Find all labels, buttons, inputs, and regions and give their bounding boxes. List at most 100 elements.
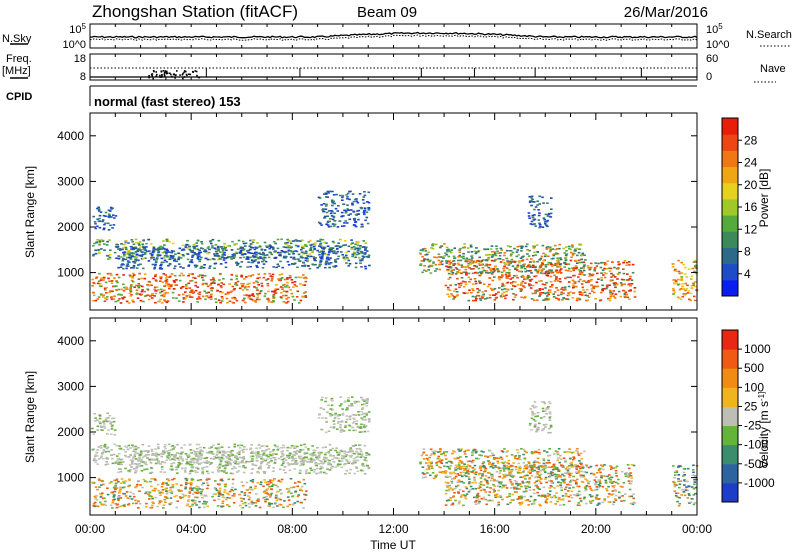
scatter-cell <box>133 267 136 269</box>
scatter-cell <box>526 243 529 245</box>
scatter-cell <box>209 265 212 267</box>
scatter-cell <box>304 453 307 455</box>
scatter-cell <box>301 247 304 249</box>
scatter-cell <box>694 300 697 302</box>
scatter-cell <box>602 274 605 276</box>
scatter-cell <box>358 448 361 450</box>
scatter-cell <box>467 251 470 253</box>
scatter-cell <box>298 277 301 279</box>
scatter-cell <box>587 267 590 269</box>
scatter-cell <box>246 489 249 491</box>
scatter-cell <box>259 465 262 467</box>
scatter-cell <box>354 445 357 447</box>
scatter-cell <box>519 459 522 461</box>
scatter-cell <box>495 255 498 257</box>
scatter-cell <box>595 286 598 288</box>
scatter-cell <box>546 221 549 223</box>
scatter-cell <box>453 247 456 249</box>
scatter-cell <box>490 254 493 256</box>
scatter-cell <box>517 265 520 267</box>
scatter-cell <box>468 281 471 283</box>
scatter-cell <box>210 294 213 296</box>
scatter-cell <box>460 282 463 284</box>
scatter-cell <box>238 466 241 468</box>
scatter-cell <box>196 490 199 492</box>
scatter-cell <box>459 251 462 253</box>
scatter-cell <box>98 218 101 220</box>
scatter-cell <box>576 248 579 250</box>
scatter-cell <box>550 272 553 274</box>
scatter-cell <box>596 265 599 267</box>
scatter-cell <box>294 502 297 504</box>
scatter-cell <box>231 297 234 299</box>
scatter-cell <box>196 265 199 267</box>
scatter-cell <box>104 444 107 446</box>
scatter-cell <box>187 457 190 459</box>
scatter-cell <box>150 243 153 245</box>
power-colorbar-tick-label: 8 <box>744 245 751 259</box>
scatter-cell <box>113 295 116 297</box>
scatter-cell <box>110 454 113 456</box>
scatter-cell <box>135 486 138 488</box>
scatter-cell <box>326 257 329 259</box>
scatter-cell <box>604 262 607 264</box>
scatter-cell <box>534 219 537 221</box>
scatter-cell <box>261 249 264 251</box>
scatter-cell <box>355 263 358 265</box>
scatter-cell <box>684 290 687 292</box>
scatter-cell <box>119 487 122 489</box>
scatter-cell <box>299 489 302 491</box>
scatter-cell <box>339 426 342 428</box>
scatter-cell <box>353 246 356 248</box>
scatter-cell <box>508 272 511 274</box>
scatter-cell <box>463 292 466 294</box>
scatter-cell <box>154 459 157 461</box>
scatter-cell <box>113 499 116 501</box>
scatter-cell <box>336 248 339 250</box>
scatter-cell <box>532 266 535 268</box>
scatter-cell <box>142 246 145 248</box>
scatter-cell <box>222 278 225 280</box>
scatter-cell <box>606 268 609 270</box>
scatter-cell <box>270 488 273 490</box>
scatter-cell <box>199 452 202 454</box>
scatter-cell <box>520 297 523 299</box>
nave-dip <box>176 70 178 72</box>
scatter-cell <box>680 278 683 280</box>
scatter-cell <box>499 472 502 474</box>
scatter-cell <box>129 295 132 297</box>
scatter-cell <box>364 249 367 251</box>
scatter-cell <box>128 250 131 252</box>
scatter-cell <box>359 262 362 264</box>
scatter-cell <box>196 497 199 499</box>
scatter-cell <box>180 257 183 259</box>
scatter-cell <box>196 444 199 446</box>
scatter-cell <box>330 415 333 417</box>
scatter-cell <box>501 276 504 278</box>
scatter-cell <box>243 243 246 245</box>
scatter-cell <box>510 253 513 255</box>
scatter-cell <box>366 402 369 404</box>
scatter-cell <box>489 297 492 299</box>
scatter-cell <box>557 453 560 455</box>
scatter-cell <box>123 482 126 484</box>
scatter-cell <box>183 297 186 299</box>
scatter-cell <box>116 460 119 462</box>
power-colorbar-swatch <box>722 134 738 151</box>
scatter-cell <box>461 277 464 279</box>
scatter-cell <box>141 470 144 472</box>
scatter-cell <box>360 426 363 428</box>
scatter-cell <box>283 447 286 449</box>
scatter-cell <box>206 457 209 459</box>
scatter-cell <box>96 449 99 451</box>
scatter-cell <box>506 268 509 270</box>
scatter-cell <box>108 421 111 423</box>
scatter-cell <box>344 425 347 427</box>
scatter-cell <box>339 396 342 398</box>
scatter-cell <box>526 249 529 251</box>
scatter-cell <box>233 255 236 257</box>
scatter-cell <box>283 461 286 463</box>
scatter-cell <box>547 255 550 257</box>
scatter-cell <box>167 265 170 267</box>
power-y-tick-2000: 2000 <box>57 220 84 234</box>
